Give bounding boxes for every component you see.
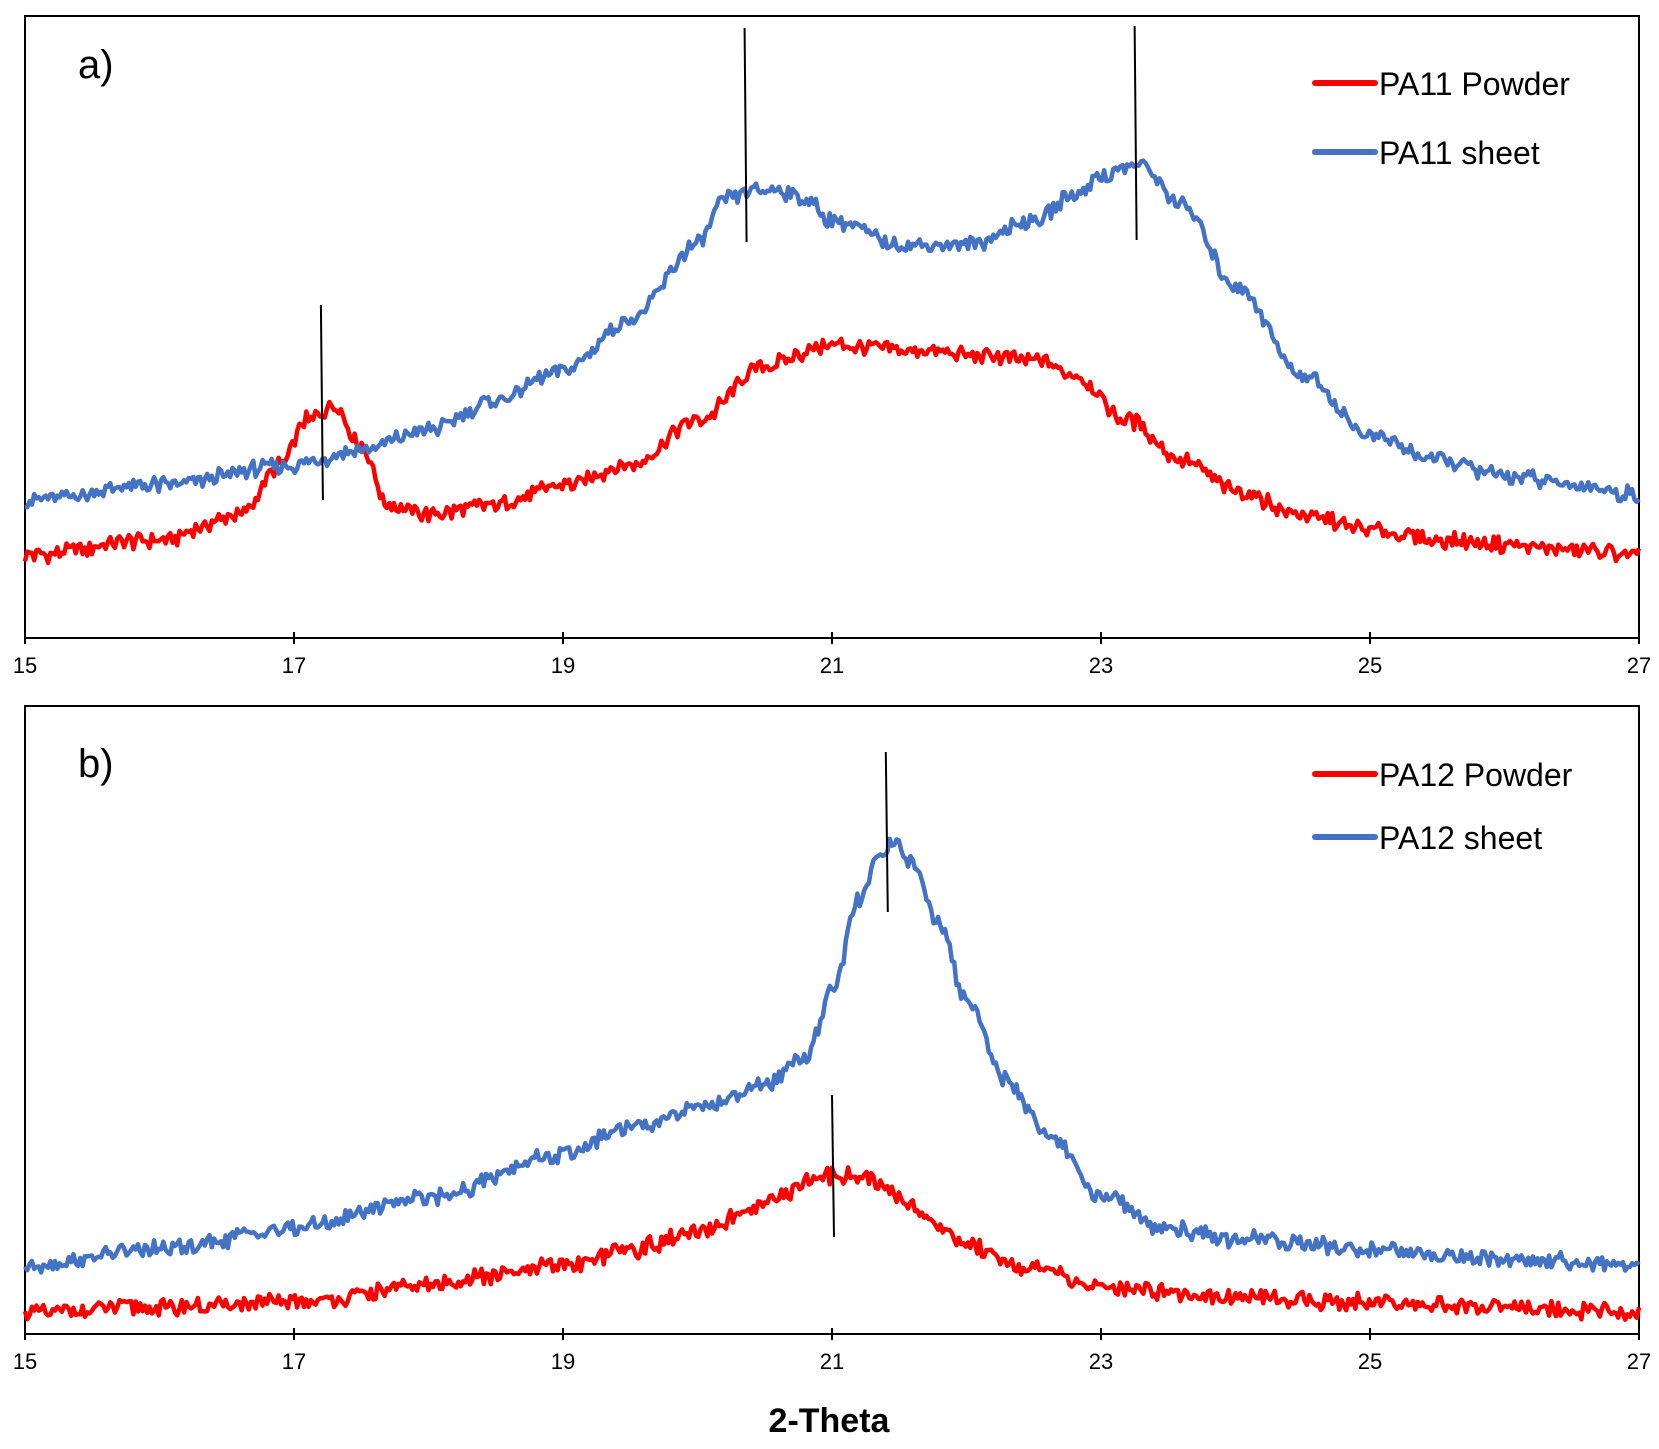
x-tick-label: 15 (13, 653, 37, 678)
x-tick-label: 27 (1627, 1349, 1651, 1374)
x-tick-label: 17 (282, 653, 306, 678)
panel-b-peak-markers (831, 751, 889, 1238)
x-tick-label: 25 (1358, 653, 1382, 678)
panel-a-peak-markers (319, 25, 1138, 501)
peak-marker (319, 304, 324, 501)
panel-a-frame (24, 15, 1640, 639)
legend-label-pa12-powder: PA12 Powder (1379, 757, 1573, 793)
panel-a-x-axis: 15 17 19 21 23 25 27 (13, 632, 1651, 678)
x-tick-label: 25 (1358, 1349, 1382, 1374)
x-tick-label: 23 (1089, 1349, 1113, 1374)
x-tick-label: 21 (820, 1349, 844, 1374)
x-tick-label: 19 (551, 653, 575, 678)
legend-label-pa12-sheet: PA12 sheet (1379, 820, 1542, 856)
x-tick-label: 17 (282, 1349, 306, 1374)
panel-a-legend: PA11 Powder PA11 sheet (1312, 66, 1570, 171)
panel-a-series (22, 158, 1642, 566)
panel-b-series (22, 836, 1642, 1322)
peak-marker (884, 751, 889, 913)
peak-marker (1133, 25, 1138, 241)
series-line-pa12-powder (22, 1165, 1642, 1322)
x-axis-title: 2-Theta (769, 1402, 891, 1440)
panel-a-label: a) (78, 43, 114, 87)
series-line-pa11-powder (22, 336, 1642, 566)
series-line-pa11-sheet (25, 158, 1641, 510)
x-tick-label: 27 (1627, 653, 1651, 678)
x-tick-label: 23 (1089, 653, 1113, 678)
legend-label-pa11-sheet: PA11 sheet (1379, 135, 1540, 171)
legend-label-pa11-powder: PA11 Powder (1379, 66, 1570, 102)
x-tick-label: 15 (13, 1349, 37, 1374)
peak-marker (831, 1094, 835, 1238)
peak-marker (743, 27, 748, 243)
series-line-pa12-sheet (23, 836, 1641, 1275)
panel-a: 15 17 19 21 23 25 27 a) PA11 Powder PA11 sheet (13, 15, 1651, 678)
x-tick-label: 19 (551, 1349, 575, 1374)
x-tick-label: 21 (820, 653, 844, 678)
panel-b-legend: PA12 Powder PA12 sheet (1312, 757, 1573, 856)
panel-b: 15 17 19 21 23 25 27 b) PA12 Powder PA12 sheet (13, 705, 1651, 1374)
panel-b-x-axis: 15 17 19 21 23 25 27 (13, 1328, 1651, 1374)
panel-b-frame (24, 705, 1640, 1335)
panel-b-label: b) (78, 742, 114, 786)
